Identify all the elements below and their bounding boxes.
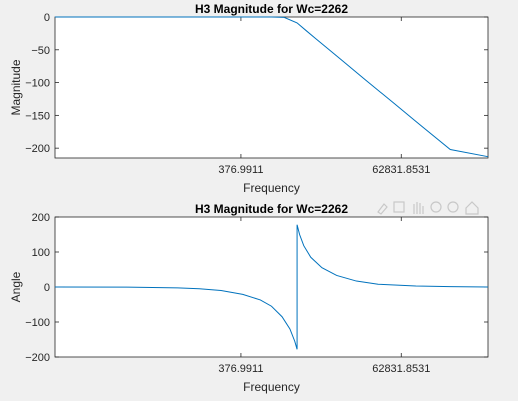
x-tick-label: 62831.8531 — [372, 363, 430, 375]
x-axis-label: Frequency — [243, 181, 300, 195]
x-tick-label: 62831.8531 — [372, 164, 430, 176]
x-tick-label: 376.9911 — [218, 363, 263, 375]
home-icon[interactable] — [465, 201, 479, 215]
y-tick-label: −150 — [25, 110, 50, 122]
brush-icon[interactable] — [377, 203, 388, 215]
x-tick-label: 376.9911 — [218, 164, 263, 176]
zoom-out-icon[interactable] — [447, 201, 459, 213]
y-tick-label: −200 — [25, 352, 50, 364]
y-tick-label: −100 — [25, 78, 50, 90]
series-line — [54, 224, 489, 350]
y-axis-label: Magnitude — [9, 59, 23, 115]
y-tick-label: −50 — [31, 45, 50, 57]
chart-title: H3 Magnitude for Wc=2262 — [195, 202, 348, 216]
series-line — [55, 16, 489, 158]
plot-area[interactable] — [54, 16, 489, 159]
y-tick-label: 0 — [44, 282, 50, 294]
pan-hand-icon[interactable] — [413, 202, 424, 214]
x-axis-label: Frequency — [243, 380, 300, 394]
data-tip-icon[interactable] — [393, 201, 405, 213]
chart-title: H3 Magnitude for Wc=2262 — [195, 2, 348, 16]
y-tick-label: 200 — [32, 212, 50, 224]
y-tick-label: 0 — [44, 12, 50, 24]
y-tick-label: 100 — [32, 247, 50, 259]
y-axis-label: Angle — [9, 271, 23, 302]
y-tick-label: −100 — [25, 317, 50, 329]
angle-axes: 200 100 0 −100 −200 376.9911 62831.8531 H3 Magn… — [9, 202, 489, 394]
zoom-in-icon[interactable] — [430, 201, 442, 213]
magnitude-axes: 0 −50 −100 −150 −200 376.9911 62831.8531 H3 Mag… — [9, 2, 489, 195]
y-tick-label: −200 — [25, 143, 50, 155]
figure-toolbar[interactable] — [377, 201, 479, 215]
